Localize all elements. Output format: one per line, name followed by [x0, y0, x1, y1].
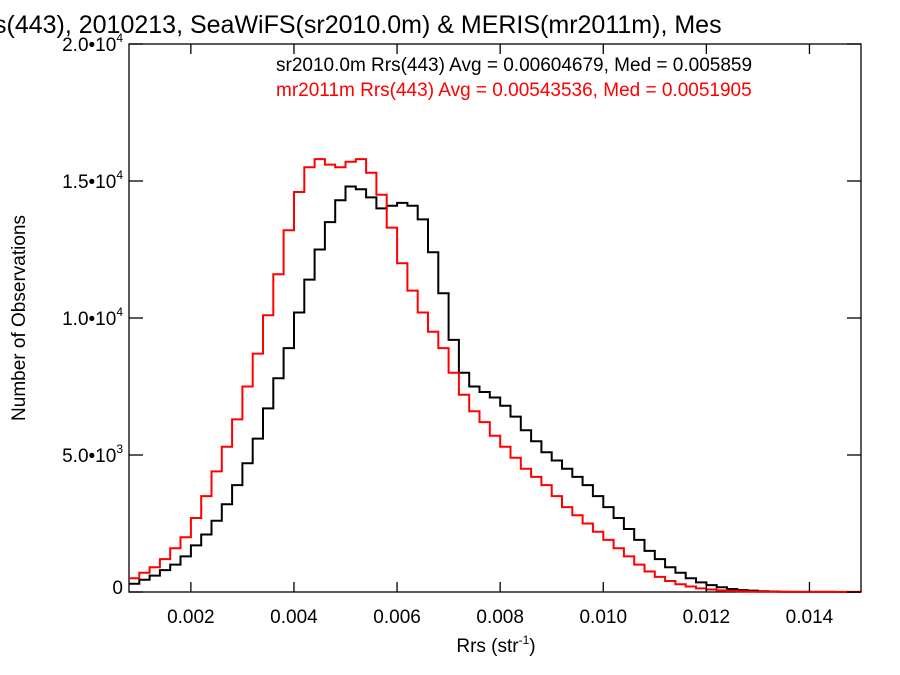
- y-tick-label-2: 1.0•104: [62, 305, 123, 330]
- y-axis-label: Number of Observations: [9, 215, 30, 421]
- x-tick-label-6: 0.014: [786, 607, 834, 628]
- y-tick-label-3: 1.5•104: [62, 168, 123, 193]
- annotation-line-1: sr2010.0m Rrs(443) Avg = 0.00604679, Med…: [276, 55, 752, 76]
- chart-title: s(443), 2010213, SeaWiFS(sr2010.0m) & ME…: [0, 11, 722, 39]
- x-tick-label-5: 0.012: [683, 607, 731, 628]
- series-layer: [129, 158, 862, 593]
- x-tick-label-3: 0.008: [476, 607, 524, 628]
- y-tick-label-4: 2.0•104: [62, 31, 123, 56]
- series-1-line: [129, 158, 862, 593]
- x-tick-label-1: 0.004: [270, 607, 318, 628]
- x-axis-label: Rrs (str-1): [456, 633, 535, 657]
- annotation-line-2: mr2011m Rrs(443) Avg = 0.00543536, Med =…: [276, 80, 752, 101]
- x-axis-label-main: Rrs (str: [456, 636, 519, 657]
- y-tick-label-0: 0: [112, 578, 123, 599]
- x-axis-label-sup: -1: [519, 633, 530, 647]
- y-tick-label-1: 5.0•103: [62, 442, 123, 467]
- y-axis: 0 5.0•103 1.0•104 1.5•104 2.0•104: [62, 31, 861, 599]
- x-axis: 0.002 0.004 0.006 0.008 0.010 0.012 0.014: [167, 44, 834, 628]
- x-axis-label-close: ): [529, 636, 535, 657]
- plot-frame: [128, 43, 862, 593]
- x-tick-label-2: 0.006: [373, 607, 421, 628]
- x-tick-label-0: 0.002: [167, 607, 215, 628]
- x-tick-label-4: 0.010: [579, 607, 627, 628]
- series-0-line: [129, 185, 861, 593]
